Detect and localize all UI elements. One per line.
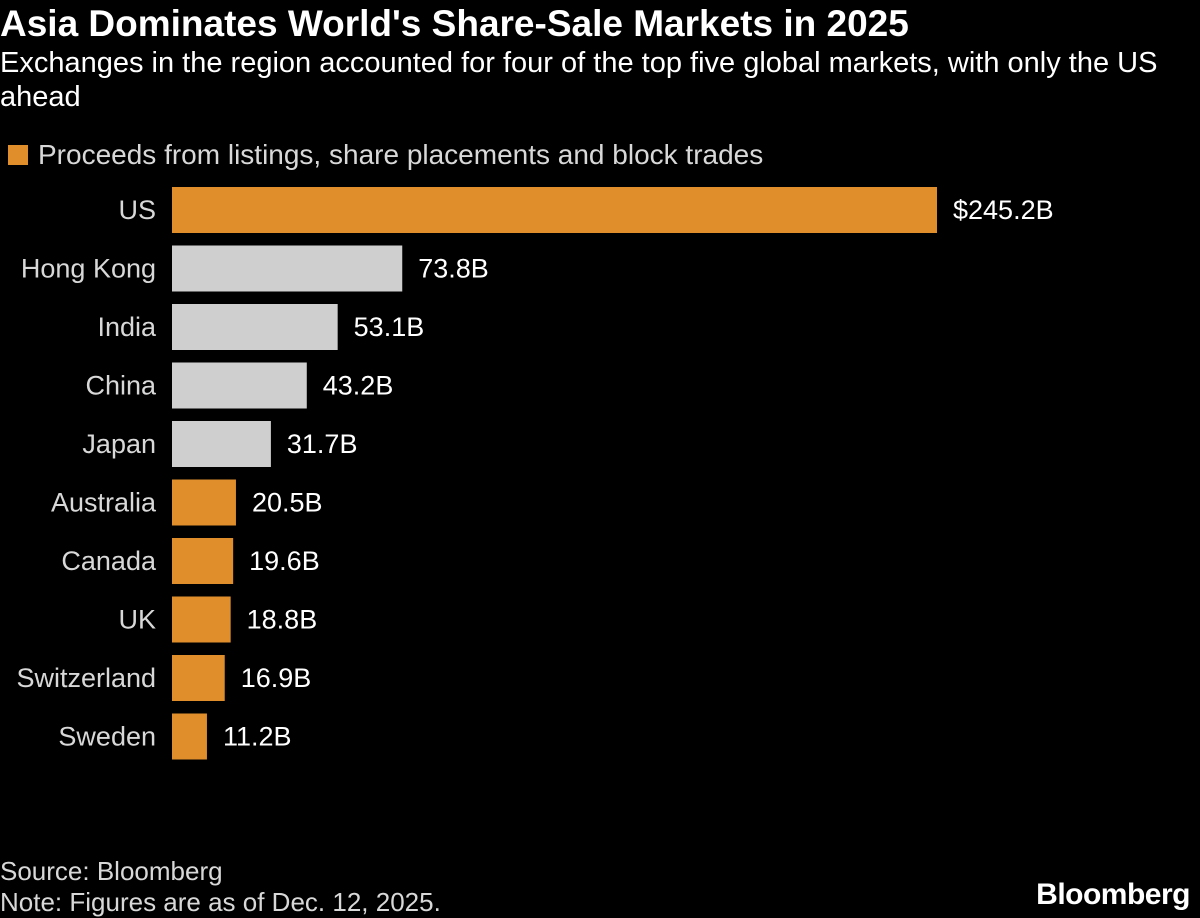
category-label-india: India <box>97 312 157 342</box>
value-label-uk: 18.8B <box>247 605 318 635</box>
footnote: Note: Figures are as of Dec. 12, 2025. <box>0 887 441 917</box>
bloomberg-logo: Bloomberg <box>1036 878 1190 911</box>
source-note: Source: Bloomberg <box>0 856 223 886</box>
category-label-canada: Canada <box>61 546 157 576</box>
chart-title: Asia Dominates World's Share-Sale Market… <box>0 3 909 44</box>
category-label-uk: UK <box>118 605 156 635</box>
bar-hong-kong <box>172 245 403 292</box>
value-label-switzerland: 16.9B <box>241 663 312 693</box>
bar-switzerland <box>172 655 225 701</box>
value-label-hong-kong: 73.8B <box>418 254 489 284</box>
value-label-australia: 20.5B <box>252 488 323 518</box>
category-label-us: US <box>118 195 156 225</box>
bar-chart: US $245.2B Hong Kong 73.8B India 53.1B China 43… <box>16 187 1054 760</box>
bar-canada <box>172 538 234 584</box>
value-label-canada: 19.6B <box>249 546 320 576</box>
bar-india <box>172 304 338 350</box>
category-label-australia: Australia <box>51 488 157 518</box>
value-label-us: $245.2B <box>953 195 1054 225</box>
bar-china <box>172 362 307 409</box>
value-label-china: 43.2B <box>323 371 394 401</box>
bar-us <box>172 187 937 233</box>
legend-label: Proceeds from listings, share placements… <box>38 139 764 170</box>
bar-sweden <box>172 713 207 760</box>
value-label-japan: 31.7B <box>287 429 358 459</box>
category-label-hong-kong: Hong Kong <box>21 254 156 284</box>
chart-legend: Proceeds from listings, share placements… <box>0 138 763 172</box>
value-label-sweden: 11.2B <box>223 722 292 752</box>
bar-uk <box>172 596 231 643</box>
chart-subtitle: Exchanges in the region accounted for fo… <box>0 47 1158 113</box>
category-label-japan: Japan <box>82 429 156 459</box>
value-label-india: 53.1B <box>354 312 425 342</box>
bar-japan <box>172 421 271 467</box>
bar-australia <box>172 479 236 526</box>
legend-swatch <box>8 145 28 165</box>
category-label-sweden: Sweden <box>58 722 156 752</box>
category-label-china: China <box>85 371 157 401</box>
category-label-switzerland: Switzerland <box>16 663 156 693</box>
